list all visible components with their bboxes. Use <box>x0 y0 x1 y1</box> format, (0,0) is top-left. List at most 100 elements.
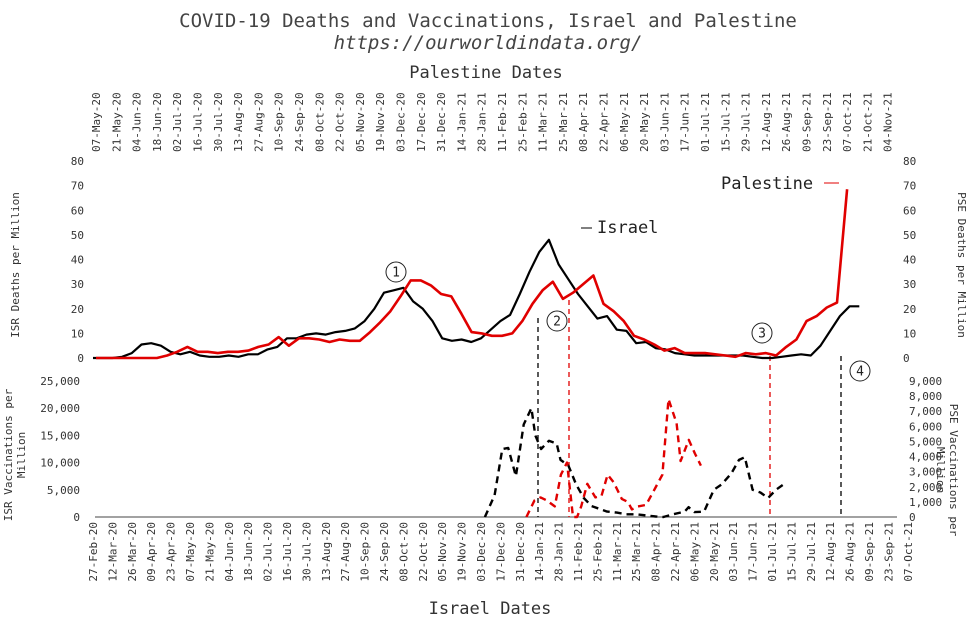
top-tick-label: 15-Jul-21 <box>719 92 732 152</box>
bottom-tick-label: 27-Aug-20 <box>339 522 352 582</box>
marker-label: 1 <box>392 266 400 281</box>
deaths-left-axis-title: ISR Deaths per Million <box>9 192 22 338</box>
bottom-tick-label: 07-Oct-21 <box>902 522 915 582</box>
vacc-right-tick: 8,000 <box>909 390 942 403</box>
bottom-tick-label: 31-Dec-20 <box>514 522 527 582</box>
deaths-right-tick: 70 <box>903 180 916 193</box>
top-tick-label: 08-Apr-21 <box>577 92 590 152</box>
bottom-tick-label: 11-Feb-21 <box>572 522 585 582</box>
bottom-tick-label: 08-Apr-21 <box>650 522 663 582</box>
deaths-left-tick: 60 <box>71 204 84 217</box>
top-axis-title: Palestine Dates <box>409 63 563 83</box>
top-tick-label: 06-May-21 <box>618 92 631 152</box>
top-tick-label: 04-Nov-21 <box>882 92 895 152</box>
deaths-right-tick: 60 <box>903 204 916 217</box>
vacc-right-tick: 3,000 <box>909 466 942 479</box>
bottom-tick-label: 16-Jul-20 <box>281 522 294 582</box>
deaths-left-tick: 0 <box>77 352 84 365</box>
bottom-tick-label: 14-Jan-21 <box>533 522 546 582</box>
vacc-left-ticks: 0 5,000 10,000 15,000 20,000 25,000 <box>40 375 80 524</box>
deaths-left-tick: 10 <box>71 327 84 340</box>
bottom-tick-label: 04-Jun-20 <box>223 522 236 582</box>
deaths-right-axis-title: PSE Deaths per Million <box>955 192 968 338</box>
bottom-tick-label: 20-May-21 <box>708 522 721 582</box>
marker-circle <box>546 310 568 332</box>
israel-annotation: Israel <box>597 218 658 238</box>
bottom-tick-label: 26-Aug-21 <box>844 522 857 582</box>
israel-deaths-line <box>93 238 860 360</box>
marker-label: 4 <box>856 365 864 380</box>
top-tick-label: 25-Feb-21 <box>516 92 529 152</box>
deaths-left-tick: 30 <box>71 278 84 291</box>
marker-label: 3 <box>758 327 766 342</box>
bottom-tick-label: 19-Nov-20 <box>456 522 469 582</box>
top-tick-label: 17-Dec-20 <box>415 92 428 152</box>
vacc-left-tick: 5,000 <box>47 484 80 497</box>
bottom-tick-label: 18-Jun-20 <box>242 522 255 582</box>
israel-vacc-line <box>483 407 785 519</box>
bottom-tick-label: 28-Jan-21 <box>553 522 566 582</box>
top-tick-label: 22-Apr-21 <box>598 92 611 152</box>
bottom-tick-label: 09-Sep-21 <box>863 522 876 582</box>
top-tick-label: 11-Mar-21 <box>537 92 550 152</box>
bottom-tick-label: 22-Apr-21 <box>669 522 682 582</box>
top-tick-label: 27-Aug-20 <box>252 92 265 152</box>
top-tick-label: 29-Jul-21 <box>740 92 753 152</box>
vacc-right-axis-title: PSE Vaccinations perMillion <box>934 404 960 537</box>
marker-circle <box>849 360 871 382</box>
vacc-left-tick: 25,000 <box>40 375 80 388</box>
vacc-right-tick: 4,000 <box>909 451 942 464</box>
deaths-left-tick: 20 <box>71 303 84 316</box>
bottom-tick-label: 17-Dec-20 <box>494 522 507 582</box>
deaths-right-tick: 80 <box>903 155 916 168</box>
bottom-tick-label: 03-Jun-21 <box>727 522 740 582</box>
vacc-right-tick: 2,000 <box>909 481 942 494</box>
bottom-tick-label: 22-Oct-20 <box>417 522 430 582</box>
bottom-tick-label: 25-Mar-21 <box>630 522 643 582</box>
vacc-right-ticks: 0 1,000 2,000 3,000 4,000 5,000 6,000 7,000 8,00… <box>909 375 942 524</box>
top-tick-label: 28-Jan-21 <box>476 92 489 152</box>
top-tick-label: 03-Dec-20 <box>395 92 408 152</box>
bottom-tick-label: 09-Apr-20 <box>145 522 158 582</box>
top-tick-label: 30-Jul-20 <box>212 92 225 152</box>
top-tick-label: 05-Nov-20 <box>354 92 367 152</box>
top-tick-label: 10-Sep-20 <box>273 92 286 152</box>
top-tick-label: 21-Oct-21 <box>861 92 874 152</box>
top-tick-label: 18-Jun-20 <box>151 92 164 152</box>
series-lines <box>93 189 860 519</box>
deaths-left-tick: 50 <box>71 229 84 242</box>
vacc-left-axis-title: ISR Vaccinations perMillion <box>2 388 28 521</box>
top-tick-label: 04-Jun-20 <box>131 92 144 152</box>
top-tick-label: 23-Sep-21 <box>821 92 834 152</box>
top-tick-label: 09-Sep-21 <box>801 92 814 152</box>
deaths-left-tick: 40 <box>71 254 84 267</box>
bottom-tick-label: 13-Aug-20 <box>320 522 333 582</box>
marker-circle <box>751 322 773 344</box>
top-tick-label: 20-May-21 <box>638 92 651 152</box>
bottom-tick-label: 23-Apr-20 <box>165 522 178 582</box>
marker-label: 2 <box>553 315 561 330</box>
bottom-tick-label: 25-Feb-21 <box>591 522 604 582</box>
vacc-left-tick: 20,000 <box>40 402 80 415</box>
chart-subtitle: https://ourworldindata.org/ <box>334 32 643 54</box>
bottom-tick-label: 06-May-21 <box>688 522 701 582</box>
vacc-left-tick: 10,000 <box>40 457 80 470</box>
bottom-tick-label: 08-Oct-20 <box>397 522 410 582</box>
top-tick-label: 25-Mar-21 <box>557 92 570 152</box>
bottom-tick-label: 30-Jul-20 <box>300 522 313 582</box>
top-tick-label: 14-Jan-21 <box>455 92 468 152</box>
bottom-tick-label: 23-Sep-21 <box>882 522 895 582</box>
bottom-tick-label: 24-Sep-20 <box>378 522 391 582</box>
top-tick-label: 01-Jul-21 <box>699 92 712 152</box>
bottom-tick-label: 03-Dec-20 <box>475 522 488 582</box>
top-tick-label: 31-Dec-20 <box>435 92 448 152</box>
bottom-tick-label: 10-Sep-20 <box>359 522 372 582</box>
deaths-right-tick: 10 <box>903 327 916 340</box>
vacc-right-tick: 7,000 <box>909 405 942 418</box>
vacc-right-tick: 6,000 <box>909 420 942 433</box>
palestine-vacc-line <box>525 397 702 519</box>
vacc-right-tick: 0 <box>909 511 916 524</box>
top-tick-label: 16-Jul-20 <box>192 92 205 152</box>
bottom-tick-label: 21-May-20 <box>203 522 216 582</box>
